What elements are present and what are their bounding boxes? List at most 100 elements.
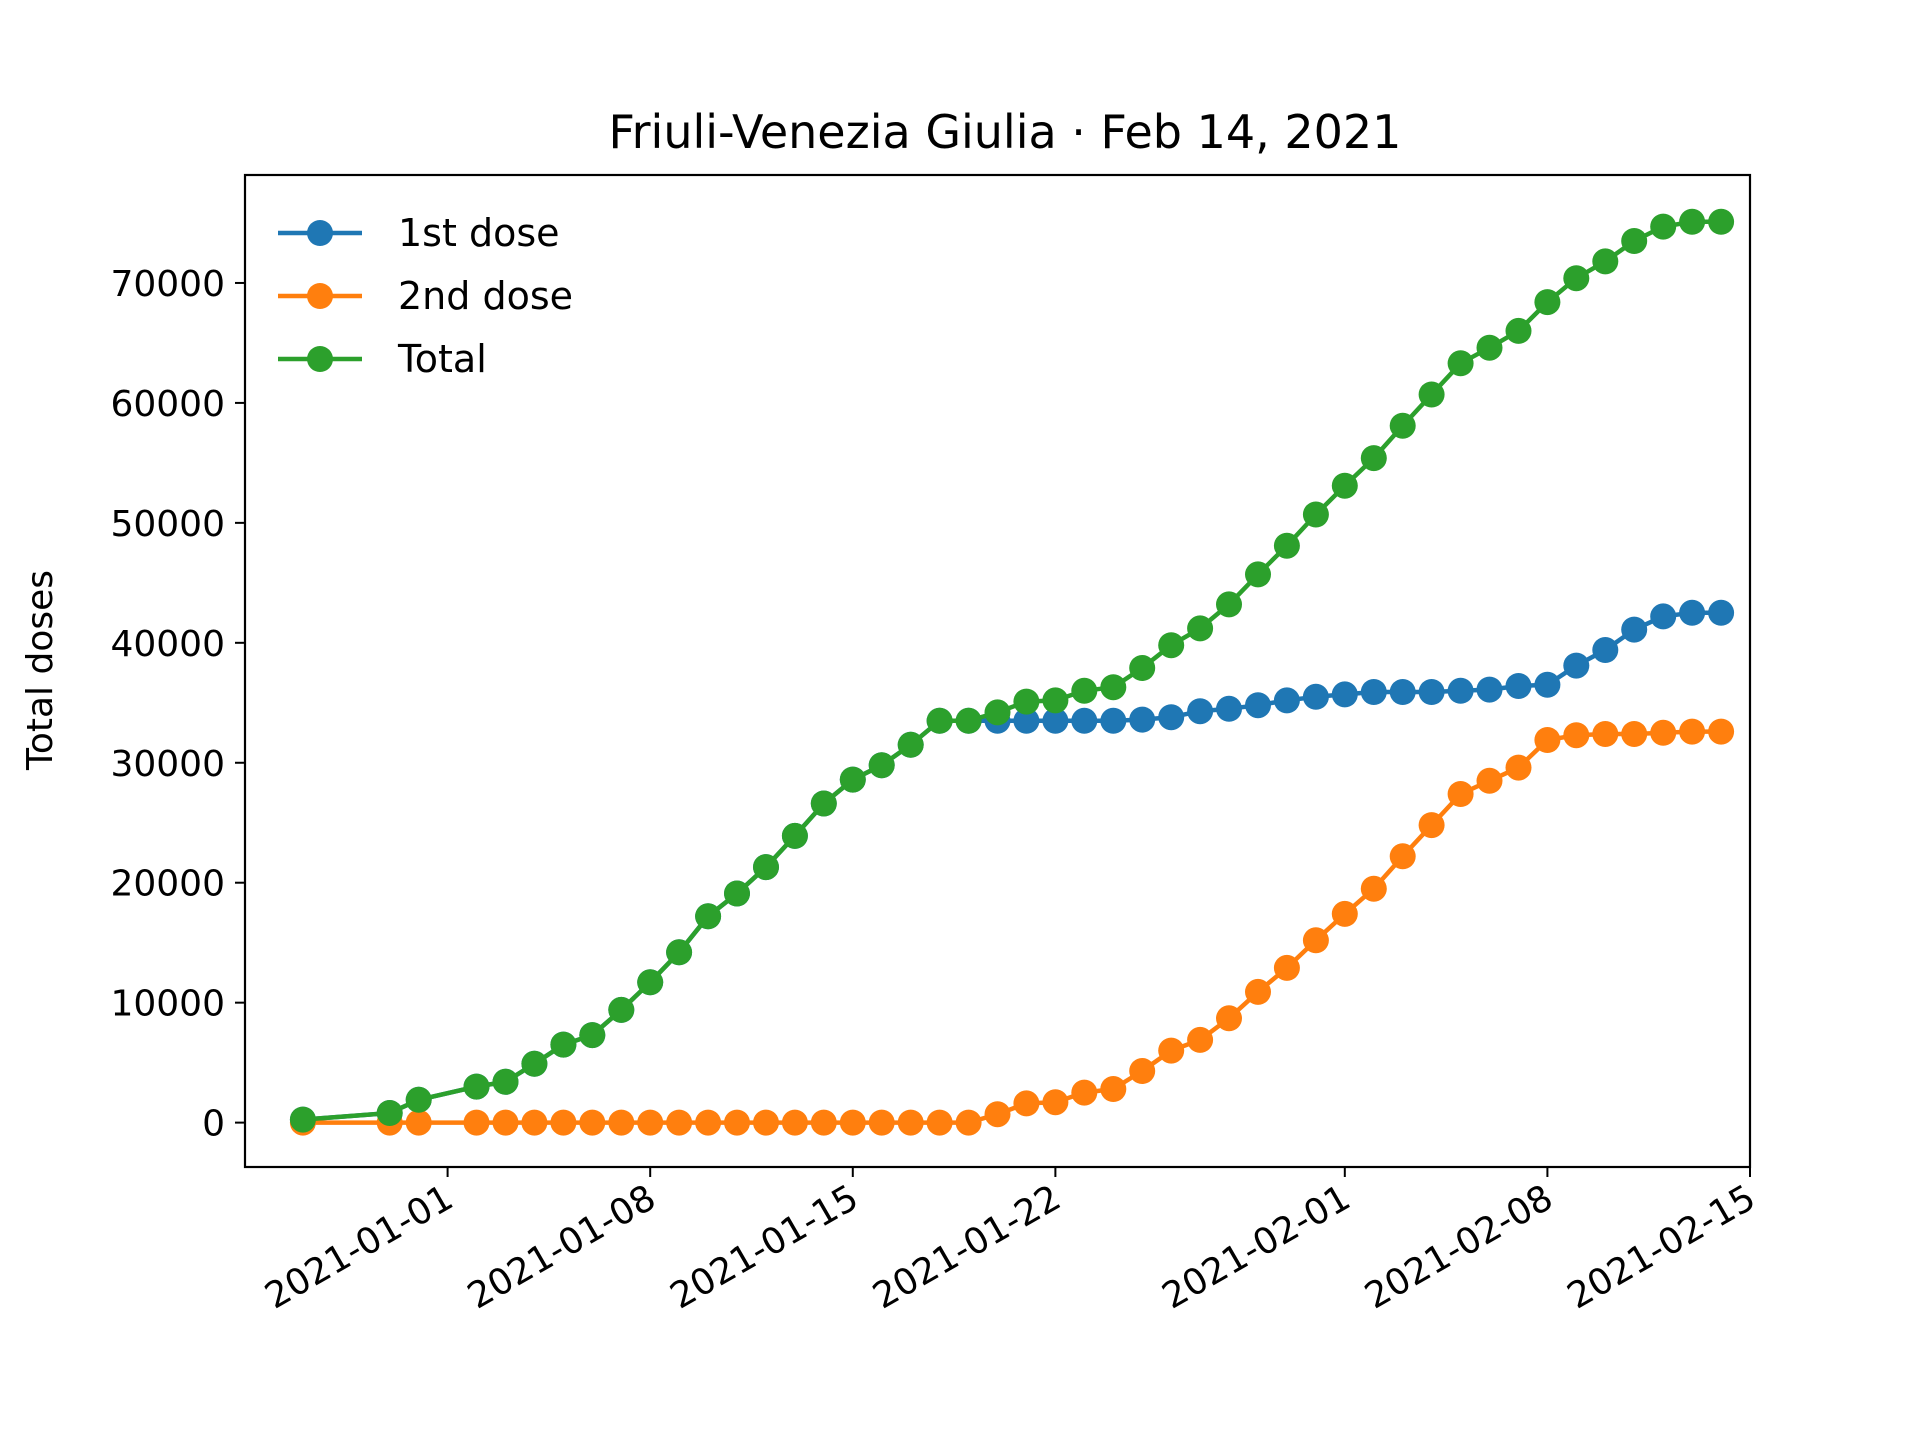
legend-label: 1st dose [398, 211, 560, 255]
y-tick-label: 30000 [110, 744, 225, 785]
data-point-series-2 [1042, 1089, 1069, 1116]
data-point-series-2 [781, 1109, 808, 1136]
data-point-series-1 [1100, 707, 1127, 734]
data-point-series-3 [868, 752, 895, 779]
data-point-series-2 [1331, 900, 1358, 927]
data-point-series-2 [1476, 767, 1503, 794]
data-point-series-3 [1158, 632, 1185, 659]
y-tick-label: 20000 [110, 864, 225, 905]
data-point-series-2 [926, 1109, 953, 1136]
data-point-series-2 [1563, 722, 1590, 749]
data-point-series-2 [1592, 721, 1619, 747]
chart-title: Friuli-Venezia Giulia · Feb 14, 2021 [609, 105, 1402, 159]
data-point-series-2 [521, 1109, 548, 1136]
data-point-series-1 [1708, 599, 1735, 626]
data-point-series-3 [579, 1022, 606, 1049]
data-point-series-3 [926, 707, 953, 734]
data-point-series-2 [637, 1109, 664, 1136]
x-tick-label: 2021-01-22 [866, 1177, 1068, 1317]
x-tick-label: 2021-02-15 [1561, 1177, 1763, 1317]
data-point-series-3 [897, 731, 924, 758]
data-point-series-2 [1013, 1090, 1040, 1117]
data-point-series-3 [1273, 532, 1300, 559]
data-point-series-3 [1418, 381, 1445, 408]
data-point-series-1 [1418, 679, 1445, 705]
data-point-series-2 [608, 1109, 635, 1136]
legend-marker [307, 283, 333, 309]
data-point-series-3 [1505, 317, 1532, 344]
data-point-series-3 [550, 1031, 577, 1058]
series-line-3 [302, 219, 1722, 1122]
data-point-series-2 [492, 1109, 519, 1136]
data-point-series-2 [1187, 1026, 1214, 1053]
data-point-series-3 [521, 1050, 548, 1077]
data-point-series-2 [695, 1109, 722, 1136]
data-point-series-3 [463, 1073, 490, 1100]
data-point-series-3 [781, 822, 808, 849]
data-point-series-3 [1360, 445, 1387, 472]
data-point-series-1 [1621, 616, 1648, 643]
legend-label: 2nd dose [398, 274, 573, 318]
data-point-series-3 [1592, 248, 1619, 275]
data-point-series-1 [1679, 599, 1706, 626]
data-point-series-1 [1245, 692, 1271, 719]
data-point-series-2 [897, 1109, 924, 1136]
x-tick-label: 2021-01-08 [461, 1177, 663, 1317]
data-point-series-1 [1042, 707, 1069, 734]
data-point-series-2 [1534, 727, 1561, 753]
data-point-series-2 [753, 1109, 779, 1136]
data-point-series-3 [810, 790, 837, 817]
data-point-series-2 [1708, 718, 1735, 745]
data-point-series-1 [1360, 679, 1387, 705]
legend-marker [307, 346, 333, 372]
data-point-series-3 [666, 939, 693, 966]
data-point-series-3 [1563, 265, 1590, 292]
data-point-series-2 [1650, 719, 1677, 746]
data-point-series-3 [839, 766, 866, 793]
data-point-series-3 [1129, 655, 1156, 681]
data-point-series-2 [666, 1109, 693, 1136]
data-point-series-2 [1447, 781, 1474, 807]
data-point-series-1 [1563, 652, 1590, 679]
x-tick-label: 2021-02-08 [1358, 1177, 1560, 1317]
data-point-series-3 [1447, 350, 1474, 377]
legend-marker [307, 220, 333, 246]
legend-label: Total [397, 337, 487, 381]
data-point-series-1 [1592, 637, 1619, 663]
data-point-series-3 [1100, 674, 1127, 701]
y-tick-label: 10000 [110, 984, 225, 1025]
data-point-series-2 [1100, 1076, 1127, 1102]
data-point-series-3 [984, 699, 1011, 726]
data-point-series-2 [1505, 754, 1532, 781]
y-tick-label: 0 [202, 1104, 225, 1145]
series-layer [289, 208, 1735, 1136]
data-point-series-1 [1302, 683, 1329, 710]
data-point-series-2 [1245, 978, 1271, 1005]
data-point-series-3 [1389, 412, 1416, 439]
data-point-series-2 [839, 1109, 866, 1136]
y-tick-label: 60000 [110, 384, 225, 425]
data-point-series-2 [868, 1109, 895, 1136]
y-tick-label: 40000 [110, 624, 225, 665]
data-point-series-2 [1129, 1058, 1156, 1084]
data-point-series-2 [1158, 1037, 1185, 1064]
data-point-series-1 [1534, 671, 1561, 698]
data-point-series-3 [1013, 688, 1040, 715]
data-point-series-3 [1302, 501, 1329, 528]
x-tick-label: 2021-01-01 [258, 1177, 460, 1317]
data-point-series-3 [1679, 208, 1706, 235]
data-point-series-3 [1534, 289, 1561, 316]
data-point-series-2 [1418, 812, 1445, 839]
y-tick-label: 70000 [110, 264, 225, 305]
data-point-series-2 [1360, 875, 1387, 902]
data-point-series-3 [492, 1068, 519, 1095]
data-point-series-3 [376, 1100, 403, 1126]
data-point-series-1 [1447, 677, 1474, 704]
data-point-series-1 [1505, 673, 1532, 699]
y-tick-label: 50000 [110, 504, 225, 545]
data-point-series-2 [1216, 1005, 1242, 1032]
data-point-series-2 [1621, 721, 1648, 747]
data-point-series-3 [289, 1106, 316, 1133]
data-point-series-3 [1187, 615, 1214, 642]
